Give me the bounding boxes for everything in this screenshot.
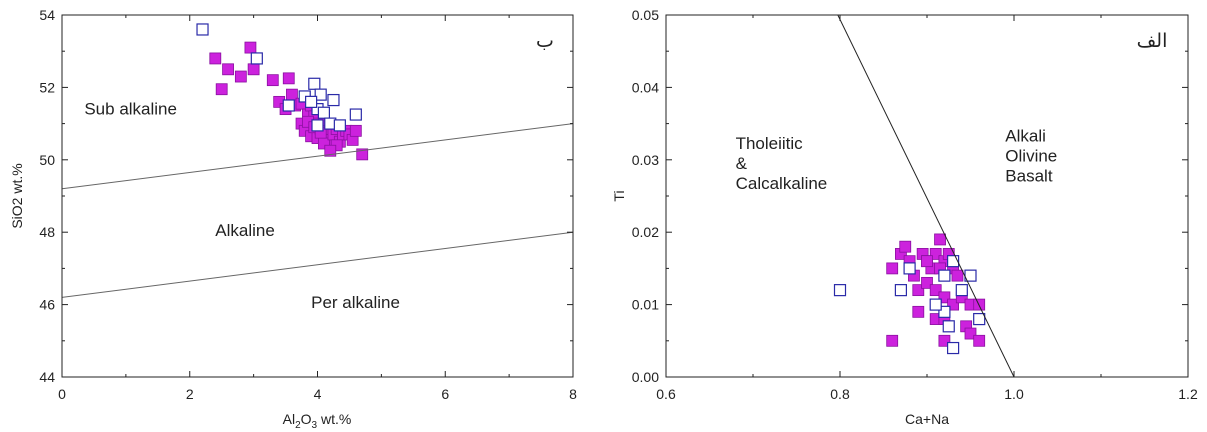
chart-right: 0.6 0.8 1.0 1.2 0.00 0.01 0.02 0.03 0.04 0.05 Tho… bbox=[611, 7, 1198, 427]
right-panel-label: الف bbox=[1137, 31, 1168, 52]
left-y-tick-label: 48 bbox=[39, 224, 55, 240]
right-points bbox=[833, 233, 986, 355]
right-point-open bbox=[942, 320, 955, 333]
right-point-filled bbox=[921, 276, 933, 289]
left-point-open bbox=[349, 108, 362, 121]
right-point-filled bbox=[973, 334, 986, 347]
left-point-open bbox=[282, 99, 295, 112]
right-y-tick-label: 0.03 bbox=[632, 152, 659, 168]
left-point-filled bbox=[356, 148, 369, 161]
right-point-filled bbox=[912, 305, 925, 318]
left-region-label: Sub alkaline bbox=[84, 100, 177, 119]
left-panel-label: ب bbox=[536, 31, 554, 52]
left-point-open bbox=[305, 95, 318, 108]
left-point-filled bbox=[282, 72, 295, 85]
right-y-tick-label: 0.01 bbox=[632, 297, 659, 313]
left-region-label: Alkaline bbox=[215, 221, 275, 240]
left-point-open bbox=[327, 93, 340, 107]
left-x-tick-label: 6 bbox=[441, 386, 449, 402]
right-point-open bbox=[903, 262, 916, 275]
left-point-filled bbox=[266, 74, 279, 87]
left-y-axis-title: SiO2 wt.% bbox=[9, 163, 25, 228]
right-y-tick-label: 0.00 bbox=[632, 369, 659, 385]
right-region-label: Alkali Olivine Basalt bbox=[1005, 127, 1057, 186]
left-boundary-line-2 bbox=[62, 231, 573, 298]
right-point-filled bbox=[964, 327, 977, 340]
left-y-tick-label: 54 bbox=[39, 7, 55, 23]
left-point-filled bbox=[209, 52, 222, 65]
left-point-open bbox=[311, 119, 324, 132]
left-region-labels: Sub alkaline Alkaline Per alkaline bbox=[84, 100, 400, 313]
right-point-open bbox=[894, 284, 908, 297]
right-region-labels: Tholeiitic & Calcalkaline Alkali Olivine Basa… bbox=[736, 127, 1058, 193]
left-boundary-lines bbox=[62, 123, 573, 298]
left-point-filled bbox=[349, 124, 362, 137]
right-boundary-lines bbox=[837, 15, 1015, 377]
left-point-open bbox=[308, 77, 321, 90]
right-point-open bbox=[938, 305, 951, 318]
left-point-open bbox=[196, 23, 209, 36]
right-x-tick-label: 1.2 bbox=[1178, 386, 1198, 402]
left-point-filled bbox=[215, 83, 228, 96]
right-ticks: 0.6 0.8 1.0 1.2 0.00 0.01 0.02 0.03 0.04 0.05 bbox=[632, 7, 1198, 402]
right-point-filled bbox=[934, 233, 946, 246]
right-point-open bbox=[973, 312, 986, 326]
right-point-open bbox=[955, 284, 968, 297]
right-boundary-line-1 bbox=[837, 15, 1015, 377]
right-point-filled bbox=[886, 262, 899, 275]
right-point-filled bbox=[886, 334, 899, 347]
left-x-tick-label: 2 bbox=[186, 386, 194, 402]
right-region-label: Tholeiitic & Calcalkaline bbox=[736, 134, 828, 193]
right-point-filled bbox=[947, 298, 959, 311]
right-point-open bbox=[946, 341, 960, 355]
left-point-filled bbox=[324, 144, 337, 157]
right-plot-frame bbox=[665, 14, 1189, 378]
right-point-open bbox=[833, 284, 847, 297]
left-points bbox=[196, 23, 369, 161]
left-point-filled bbox=[247, 63, 260, 76]
right-y-tick-label: 0.04 bbox=[632, 79, 659, 95]
left-point-filled bbox=[234, 70, 247, 83]
left-region-label: Per alkaline bbox=[311, 293, 400, 312]
left-point-filled bbox=[244, 41, 257, 54]
right-point-filled bbox=[929, 248, 942, 260]
left-boundary-line-1 bbox=[62, 123, 573, 190]
right-x-axis-title: Ca+Na bbox=[905, 411, 949, 427]
left-point-open bbox=[314, 88, 327, 101]
left-point-open bbox=[333, 119, 346, 132]
right-x-tick-label: 1.0 bbox=[1004, 386, 1024, 402]
right-point-filled bbox=[921, 255, 933, 268]
left-plot-frame bbox=[61, 14, 574, 378]
left-y-tick-label: 46 bbox=[39, 297, 55, 313]
right-point-open bbox=[929, 298, 942, 311]
right-y-tick-label: 0.02 bbox=[632, 224, 659, 240]
left-y-tick-label: 44 bbox=[39, 369, 55, 385]
left-y-tick-label: 52 bbox=[39, 79, 55, 95]
right-point-filled bbox=[929, 284, 942, 297]
left-y-tick-label: 50 bbox=[39, 152, 55, 168]
right-x-tick-label: 0.6 bbox=[656, 386, 676, 402]
left-point-open bbox=[317, 106, 330, 119]
right-point-filled bbox=[938, 291, 951, 304]
left-x-tick-label: 0 bbox=[58, 386, 66, 402]
left-x-axis-title: Al2O3 wt.% bbox=[283, 411, 352, 431]
left-point-open bbox=[250, 52, 263, 65]
left-point-filled bbox=[222, 63, 234, 76]
right-point-filled bbox=[899, 240, 912, 253]
left-x-tick-label: 8 bbox=[569, 386, 577, 402]
right-y-tick-label: 0.05 bbox=[632, 7, 659, 23]
right-point-filled bbox=[912, 284, 925, 297]
right-point-open bbox=[946, 255, 960, 268]
right-y-axis-title: Ti bbox=[611, 190, 627, 201]
right-point-filled bbox=[951, 269, 964, 282]
right-x-tick-label: 0.8 bbox=[830, 386, 850, 402]
left-x-tick-label: 4 bbox=[314, 386, 322, 402]
right-point-open bbox=[938, 269, 951, 282]
right-point-filled bbox=[938, 334, 951, 347]
